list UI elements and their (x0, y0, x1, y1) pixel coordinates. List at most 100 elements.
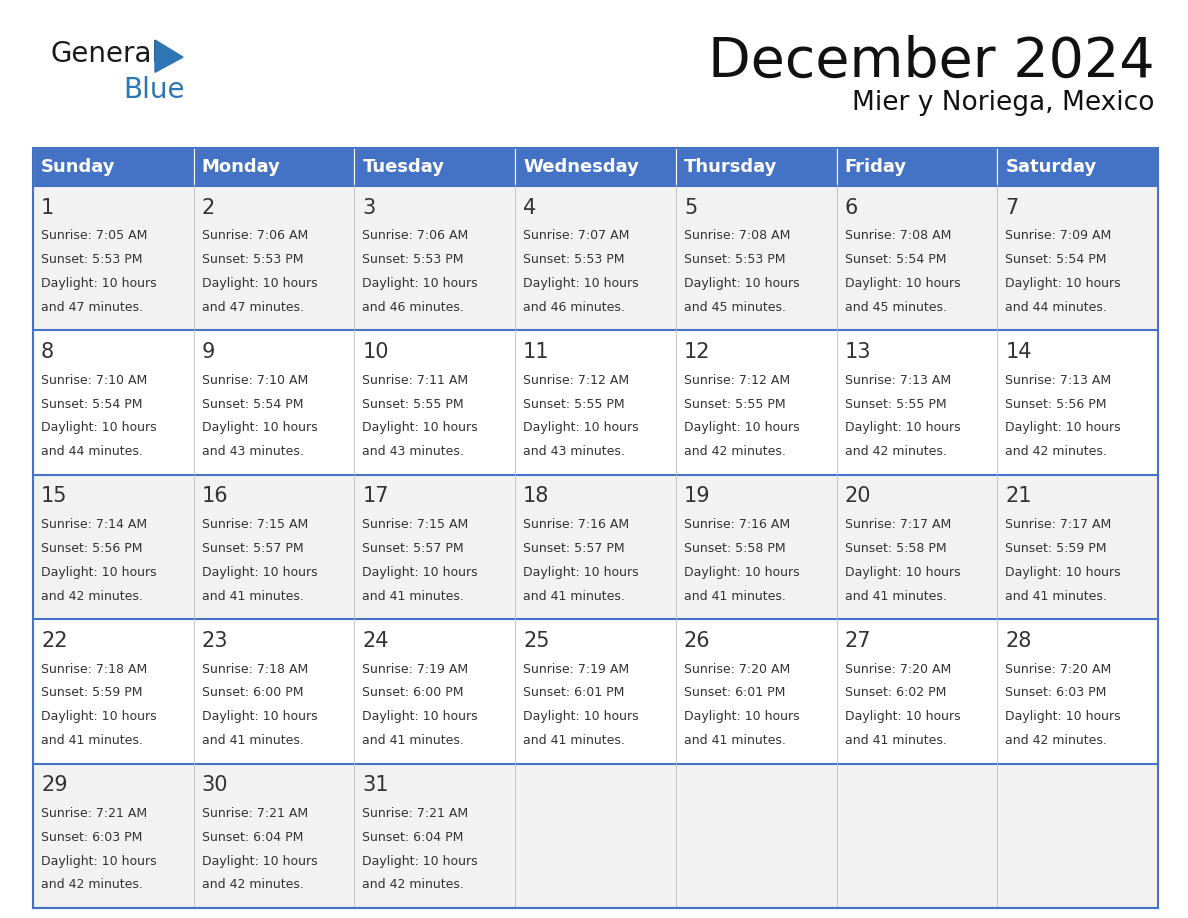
Text: Sunrise: 7:09 AM: Sunrise: 7:09 AM (1005, 230, 1112, 242)
Bar (676, 186, 836, 330)
Bar (997, 620, 1158, 764)
Text: Daylight: 10 hours: Daylight: 10 hours (42, 565, 157, 578)
Text: Monday: Monday (202, 158, 280, 176)
Text: Sunset: 5:59 PM: Sunset: 5:59 PM (1005, 542, 1107, 555)
Text: Tuesday: Tuesday (362, 158, 444, 176)
Text: Mier y Noriega, Mexico: Mier y Noriega, Mexico (853, 90, 1155, 116)
Text: and 42 minutes.: and 42 minutes. (42, 589, 143, 602)
Text: 22: 22 (42, 631, 68, 651)
Text: Daylight: 10 hours: Daylight: 10 hours (1005, 565, 1121, 578)
Text: Sunrise: 7:10 AM: Sunrise: 7:10 AM (42, 374, 147, 386)
Bar (676, 764, 836, 908)
Text: Sunrise: 7:18 AM: Sunrise: 7:18 AM (202, 663, 308, 676)
Bar (194, 330, 354, 475)
Text: Sunset: 6:04 PM: Sunset: 6:04 PM (362, 831, 463, 844)
Text: Sunrise: 7:16 AM: Sunrise: 7:16 AM (684, 518, 790, 532)
Text: 21: 21 (1005, 487, 1032, 507)
Text: Sunset: 6:03 PM: Sunset: 6:03 PM (1005, 687, 1107, 700)
Bar (516, 764, 676, 908)
Text: and 42 minutes.: and 42 minutes. (42, 879, 143, 891)
Text: Sunrise: 7:18 AM: Sunrise: 7:18 AM (42, 663, 147, 676)
Bar (354, 186, 516, 330)
Text: and 42 minutes.: and 42 minutes. (845, 445, 947, 458)
Text: and 43 minutes.: and 43 minutes. (362, 445, 465, 458)
Text: 16: 16 (202, 487, 228, 507)
Bar (997, 475, 1158, 620)
Bar (676, 148, 836, 186)
Text: Sunset: 6:01 PM: Sunset: 6:01 PM (523, 687, 625, 700)
Text: Blue: Blue (124, 76, 184, 104)
Text: and 41 minutes.: and 41 minutes. (42, 734, 143, 747)
Text: Daylight: 10 hours: Daylight: 10 hours (362, 855, 478, 868)
Bar (836, 186, 997, 330)
Text: and 46 minutes.: and 46 minutes. (523, 301, 625, 314)
Text: Sunrise: 7:21 AM: Sunrise: 7:21 AM (362, 807, 468, 820)
Text: Daylight: 10 hours: Daylight: 10 hours (42, 855, 157, 868)
Text: Daylight: 10 hours: Daylight: 10 hours (684, 565, 800, 578)
Text: Daylight: 10 hours: Daylight: 10 hours (523, 421, 639, 434)
Text: Daylight: 10 hours: Daylight: 10 hours (362, 565, 478, 578)
Text: Sunset: 5:53 PM: Sunset: 5:53 PM (362, 253, 465, 266)
Text: and 41 minutes.: and 41 minutes. (202, 589, 304, 602)
Text: Daylight: 10 hours: Daylight: 10 hours (1005, 421, 1121, 434)
Text: 1: 1 (42, 197, 55, 218)
Text: Sunset: 5:55 PM: Sunset: 5:55 PM (684, 397, 785, 410)
Text: 27: 27 (845, 631, 871, 651)
Text: Daylight: 10 hours: Daylight: 10 hours (202, 421, 317, 434)
Text: Sunrise: 7:12 AM: Sunrise: 7:12 AM (684, 374, 790, 386)
Text: and 41 minutes.: and 41 minutes. (362, 734, 465, 747)
Text: and 46 minutes.: and 46 minutes. (362, 301, 465, 314)
Text: Sunset: 5:55 PM: Sunset: 5:55 PM (362, 397, 465, 410)
Text: and 45 minutes.: and 45 minutes. (845, 301, 947, 314)
Text: Daylight: 10 hours: Daylight: 10 hours (684, 421, 800, 434)
Text: Sunset: 5:54 PM: Sunset: 5:54 PM (42, 397, 143, 410)
Bar (194, 148, 354, 186)
Text: Sunrise: 7:15 AM: Sunrise: 7:15 AM (362, 518, 469, 532)
Text: and 41 minutes.: and 41 minutes. (523, 589, 625, 602)
Text: 14: 14 (1005, 341, 1032, 362)
Text: 13: 13 (845, 341, 871, 362)
Text: Sunrise: 7:06 AM: Sunrise: 7:06 AM (362, 230, 469, 242)
Bar (33, 186, 194, 330)
Bar (516, 186, 676, 330)
Text: Friday: Friday (845, 158, 906, 176)
Bar (33, 148, 194, 186)
Text: and 43 minutes.: and 43 minutes. (523, 445, 625, 458)
Text: Sunrise: 7:11 AM: Sunrise: 7:11 AM (362, 374, 468, 386)
Text: and 41 minutes.: and 41 minutes. (845, 734, 947, 747)
Bar (997, 764, 1158, 908)
Text: Sunrise: 7:16 AM: Sunrise: 7:16 AM (523, 518, 630, 532)
Text: Sunset: 5:53 PM: Sunset: 5:53 PM (42, 253, 143, 266)
Text: December 2024: December 2024 (708, 35, 1155, 89)
Text: and 41 minutes.: and 41 minutes. (523, 734, 625, 747)
Bar (33, 620, 194, 764)
Text: 2: 2 (202, 197, 215, 218)
Text: Daylight: 10 hours: Daylight: 10 hours (523, 277, 639, 290)
Bar (676, 620, 836, 764)
Text: Sunrise: 7:20 AM: Sunrise: 7:20 AM (1005, 663, 1112, 676)
Text: 15: 15 (42, 487, 68, 507)
Bar (194, 764, 354, 908)
Bar (836, 620, 997, 764)
Bar (516, 620, 676, 764)
Text: Sunset: 5:57 PM: Sunset: 5:57 PM (523, 542, 625, 555)
Text: Sunset: 5:54 PM: Sunset: 5:54 PM (1005, 253, 1107, 266)
Text: Daylight: 10 hours: Daylight: 10 hours (362, 711, 478, 723)
Text: 28: 28 (1005, 631, 1031, 651)
Text: 25: 25 (523, 631, 550, 651)
Text: and 42 minutes.: and 42 minutes. (1005, 734, 1107, 747)
Text: and 41 minutes.: and 41 minutes. (845, 589, 947, 602)
Text: Sunset: 5:55 PM: Sunset: 5:55 PM (845, 397, 946, 410)
Text: Sunrise: 7:19 AM: Sunrise: 7:19 AM (362, 663, 468, 676)
Text: and 42 minutes.: and 42 minutes. (1005, 445, 1107, 458)
Text: Sunset: 5:53 PM: Sunset: 5:53 PM (684, 253, 785, 266)
Text: Sunset: 6:01 PM: Sunset: 6:01 PM (684, 687, 785, 700)
Bar (33, 330, 194, 475)
Text: and 45 minutes.: and 45 minutes. (684, 301, 786, 314)
Bar (516, 475, 676, 620)
Text: 6: 6 (845, 197, 858, 218)
Text: Sunrise: 7:12 AM: Sunrise: 7:12 AM (523, 374, 630, 386)
Text: Sunset: 6:00 PM: Sunset: 6:00 PM (202, 687, 303, 700)
Text: and 47 minutes.: and 47 minutes. (42, 301, 143, 314)
Text: 12: 12 (684, 341, 710, 362)
